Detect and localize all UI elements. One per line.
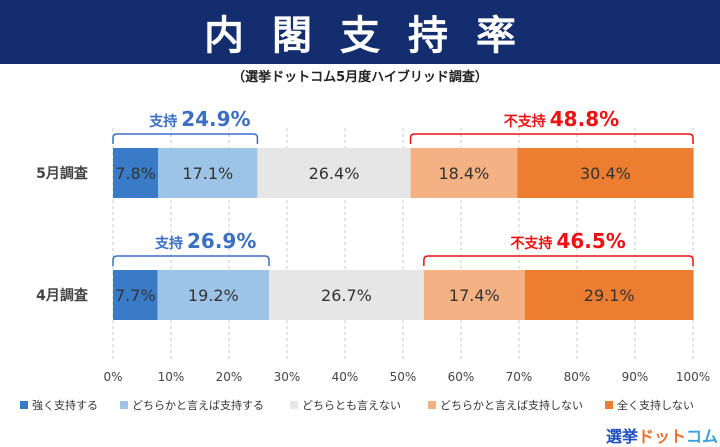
legend-swatch <box>428 401 436 409</box>
subtitle: （選挙ドットコム5月度ハイブリッド調査） <box>232 70 488 85</box>
title-banner: 内閣支持率 <box>0 0 720 64</box>
legend-label: どちらかと言えば支持しない <box>440 398 583 412</box>
x-tick-label: 0% <box>103 370 122 384</box>
category-label: 4月調査 <box>36 287 89 304</box>
data-label: 19.2% <box>188 286 239 305</box>
x-tick-label: 40% <box>332 370 359 384</box>
legend-swatch <box>20 401 28 409</box>
oppose-label: 不支持 <box>504 113 546 130</box>
legend-swatch <box>120 401 128 409</box>
bar-segment <box>113 270 158 320</box>
oppose-total: 48.8% <box>550 107 619 131</box>
bar-segment <box>517 148 694 198</box>
legend-label: 全く支持しない <box>617 398 694 412</box>
data-label: 29.1% <box>584 286 635 305</box>
x-tick-label: 30% <box>274 370 301 384</box>
legend-label: どちらかと言えば支持する <box>132 398 264 412</box>
category-label: 5月調査 <box>36 165 89 182</box>
data-label: 26.7% <box>321 286 372 305</box>
support-label: 支持 <box>154 235 183 252</box>
bar-segment <box>524 270 694 320</box>
oppose-total: 46.5% <box>556 229 625 253</box>
x-tick-label: 80% <box>564 370 591 384</box>
support-total: 24.9% <box>181 107 250 131</box>
bar-segment <box>257 148 411 198</box>
bar-segment <box>157 270 270 320</box>
x-tick-label: 10% <box>158 370 185 384</box>
bar-segment <box>423 270 525 320</box>
data-label: 7.7% <box>115 286 156 305</box>
data-label: 30.4% <box>580 164 631 183</box>
x-tick-label: 70% <box>506 370 533 384</box>
page-title: 内閣支持率 <box>204 13 544 59</box>
oppose-label: 不支持 <box>510 235 552 252</box>
support-bracket <box>112 133 259 144</box>
data-label: 7.8% <box>115 164 156 183</box>
oppose-bracket <box>409 133 694 144</box>
support-bracket <box>112 255 270 266</box>
bar-segment <box>410 148 518 198</box>
data-label: 17.4% <box>449 286 500 305</box>
oppose-bracket <box>423 255 694 266</box>
legend-label: 強く支持する <box>32 398 98 412</box>
legend-swatch <box>605 401 613 409</box>
legend-label: どちらとも言えない <box>302 399 401 412</box>
support-label: 支持 <box>148 113 177 130</box>
data-label: 26.4% <box>309 164 360 183</box>
legend-swatch <box>290 401 298 409</box>
x-tick-label: 50% <box>390 370 417 384</box>
x-tick-label: 20% <box>216 370 243 384</box>
site-logo: 選挙ドットコム <box>606 427 719 446</box>
data-label: 18.4% <box>438 164 489 183</box>
bar-segment <box>113 148 159 198</box>
bar-segment <box>158 148 258 198</box>
support-total: 26.9% <box>187 229 256 253</box>
x-tick-label: 90% <box>622 370 649 384</box>
data-label: 17.1% <box>182 164 233 183</box>
x-tick-label: 60% <box>448 370 475 384</box>
x-tick-label: 100% <box>676 370 710 384</box>
bar-segment <box>269 270 424 320</box>
